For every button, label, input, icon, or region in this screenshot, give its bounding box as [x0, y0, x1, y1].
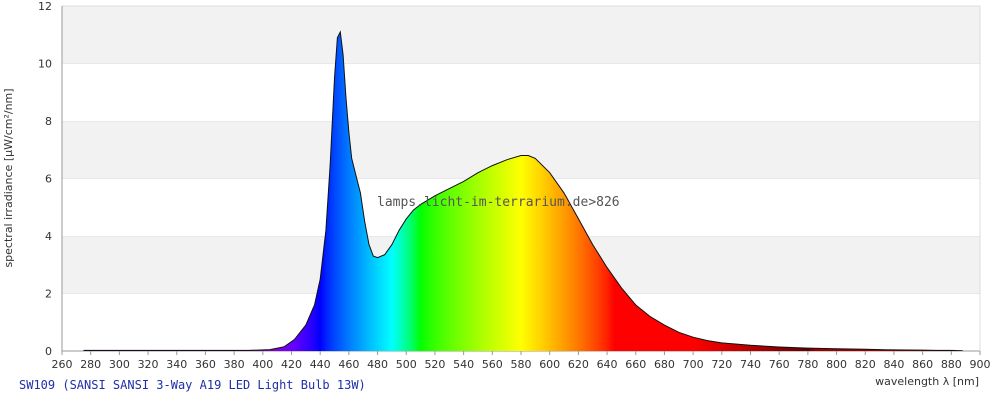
x-axis-label: wavelength λ [nm]	[875, 375, 979, 388]
x-tick-label: 660	[625, 358, 646, 371]
spectrum-area	[83, 31, 963, 351]
x-tick-label: 420	[281, 358, 302, 371]
x-tick-label: 680	[654, 358, 675, 371]
y-tick-label: 8	[45, 115, 52, 128]
y-tick-label: 2	[45, 288, 52, 301]
spectrum-area-layer	[83, 30, 963, 351]
x-tick-label: 880	[941, 358, 962, 371]
x-tick-labels: 260 280 300 320 340 360 380 400 420 440 460 480 500 5…	[52, 351, 991, 371]
x-tick-label: 540	[453, 358, 474, 371]
watermark-text: lamps.licht-im-terrarium.de>826	[377, 195, 620, 210]
y-tick-label: 4	[45, 230, 52, 243]
x-tick-label: 620	[568, 358, 589, 371]
x-tick-label: 640	[597, 358, 618, 371]
x-tick-label: 460	[338, 358, 359, 371]
y-axis-label: spectral irradiance [µW/cm²/nm]	[2, 88, 15, 267]
x-tick-label: 480	[367, 358, 388, 371]
spectrum-line	[83, 30, 963, 351]
x-tick-label: 280	[80, 358, 101, 371]
y-tick-label: 10	[38, 58, 52, 71]
x-tick-label: 720	[711, 358, 732, 371]
x-tick-label: 740	[740, 358, 761, 371]
x-tick-label: 860	[912, 358, 933, 371]
y-tick-label: 6	[45, 173, 52, 186]
x-tick-label: 400	[252, 358, 273, 371]
x-tick-label: 580	[511, 358, 532, 371]
x-tick-label: 600	[539, 358, 560, 371]
x-tick-label: 800	[826, 358, 847, 371]
x-tick-label: 320	[138, 358, 159, 371]
grid-band	[62, 63, 980, 121]
chart-caption: SW109 (SANSI SANSI 3-Way A19 LED Light B…	[19, 378, 366, 392]
y-tick-label: 0	[45, 345, 52, 358]
y-tick-label: 12	[38, 0, 52, 13]
y-tick-labels: 0 2 4 6 8 10 12	[38, 0, 52, 358]
x-tick-label: 500	[396, 358, 417, 371]
x-tick-label: 780	[797, 358, 818, 371]
x-tick-label: 760	[769, 358, 790, 371]
x-tick-label: 840	[883, 358, 904, 371]
x-tick-label: 700	[683, 358, 704, 371]
x-tick-label: 260	[52, 358, 73, 371]
x-tick-label: 340	[166, 358, 187, 371]
x-tick-label: 300	[109, 358, 130, 371]
grid-band	[62, 6, 980, 64]
x-tick-label: 560	[482, 358, 503, 371]
x-tick-label: 360	[195, 358, 216, 371]
x-tick-label: 440	[310, 358, 331, 371]
x-tick-label: 820	[855, 358, 876, 371]
x-tick-label: 900	[970, 358, 991, 371]
x-tick-label: 520	[424, 358, 445, 371]
x-tick-label: 380	[224, 358, 245, 371]
